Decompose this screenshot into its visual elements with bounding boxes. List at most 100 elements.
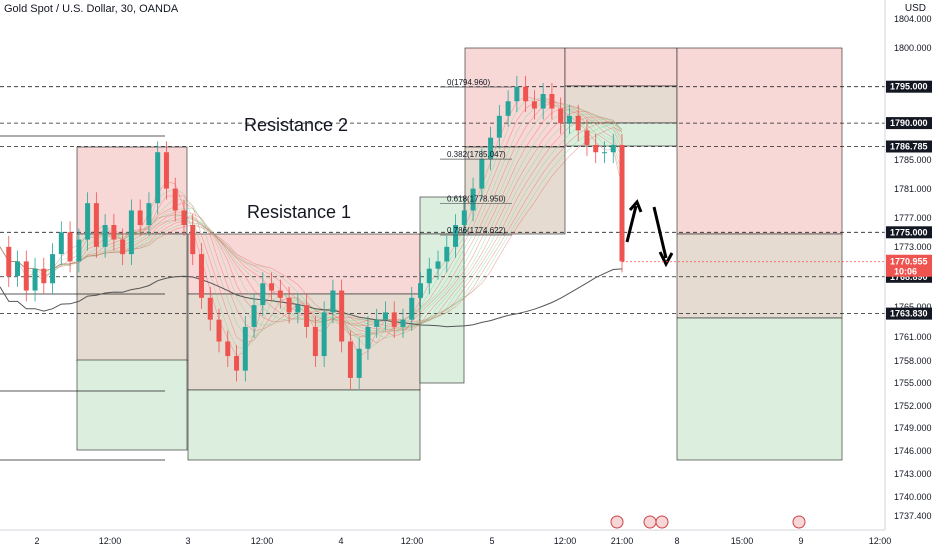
range-box-10	[564, 47, 678, 87]
candle-body	[163, 152, 169, 189]
price-tick-15: 1737.400	[894, 511, 932, 521]
price-tick-9: 1755.000	[894, 378, 932, 388]
candle-body	[619, 144, 625, 262]
candle-body	[391, 312, 397, 327]
candle-body	[461, 210, 467, 226]
price-tick-11: 1749.000	[894, 423, 932, 433]
level-tag-2	[886, 140, 932, 153]
level-tag-text-2: 1786.785	[890, 142, 928, 152]
event-flag-icon-2	[655, 515, 669, 529]
range-box-5	[187, 389, 421, 461]
candle-body	[470, 188, 476, 211]
candle-body	[610, 144, 616, 153]
candle-body	[260, 283, 266, 306]
price-tick-2: 1785.000	[894, 155, 932, 165]
candles	[6, 75, 625, 389]
candle-body	[540, 93, 546, 109]
candle-body	[312, 326, 318, 357]
candle-body	[23, 261, 29, 291]
candle-body	[67, 232, 73, 262]
price-tick-3: 1781.000	[894, 184, 932, 194]
candle-body	[347, 341, 353, 378]
event-flag-icon-1	[643, 515, 657, 529]
candle-body	[531, 101, 537, 109]
range-box-15	[676, 317, 843, 461]
time-tick-12: 12:00	[869, 536, 892, 546]
level-tag-1	[886, 117, 932, 130]
candle-body	[365, 326, 371, 349]
time-tick-2: 3	[185, 536, 190, 546]
candle-body	[85, 203, 91, 240]
up-arrow	[625, 199, 643, 243]
candle-body	[444, 246, 450, 262]
candle-body	[102, 225, 108, 247]
candle-body	[120, 239, 126, 255]
candle-body	[496, 115, 502, 138]
candle-body	[374, 319, 380, 327]
price-tick-4: 1777.000	[894, 213, 932, 223]
candle-body	[339, 290, 345, 342]
candle-body	[514, 86, 520, 102]
candle-body	[304, 305, 310, 327]
time-tick-3: 12:00	[251, 536, 274, 546]
ma-ribbon-line-11	[0, 113, 623, 331]
candle-body	[286, 297, 292, 313]
candle-body	[198, 254, 204, 298]
level-tag-text-3: 1775.000	[890, 227, 928, 237]
candle-body	[128, 210, 134, 255]
candle-body	[295, 305, 301, 313]
chart-title: Gold Spot / U.S. Dollar, 30, OANDA	[4, 3, 179, 15]
ma-ribbon-line-16	[0, 127, 623, 327]
current-price-tag	[886, 254, 932, 277]
candle-body	[172, 188, 178, 211]
candle-body	[523, 86, 529, 102]
price-tick-8: 1758.000	[894, 356, 932, 366]
fib-label-1: 0.382(1785.047)	[447, 150, 506, 159]
candle-body	[382, 312, 388, 320]
candle-body	[146, 203, 152, 226]
candle-body	[76, 239, 82, 262]
down-arrow	[652, 206, 674, 268]
time-axis: 2 12:00 3 12:00 4 12:00 5 12:00 21:00 8 15:00 9 12:0…	[0, 515, 892, 546]
candle-body	[400, 319, 406, 327]
level-tag-0	[886, 80, 932, 93]
candle-body	[549, 93, 555, 109]
candle-body	[321, 312, 327, 357]
level-tag-text-4: 1768.890	[890, 272, 928, 282]
candle-body	[418, 283, 424, 298]
candle-body	[601, 152, 607, 154]
range-boxes	[0, 47, 843, 461]
candle-body	[566, 115, 572, 124]
resistance-1-label: Resistance 1	[247, 202, 352, 222]
candle-body	[137, 210, 143, 226]
price-tick-12: 1746.000	[894, 446, 932, 456]
range-box-14	[676, 233, 843, 319]
level-tag-5	[886, 307, 932, 320]
level-tag-text-0: 1795.000	[890, 82, 928, 92]
range-box-7	[419, 233, 465, 384]
candle-body	[558, 108, 564, 124]
price-tick-5: 1773.000	[894, 242, 932, 252]
candle-body	[93, 203, 99, 247]
candle-body	[234, 356, 240, 371]
candle-body	[479, 159, 485, 189]
candle-body	[6, 246, 12, 276]
time-tick-1: 12:00	[99, 536, 122, 546]
candle-body	[584, 130, 590, 145]
candle-body	[111, 225, 117, 240]
candle-body	[190, 225, 196, 255]
long-moving-average	[0, 268, 623, 328]
candle-body	[453, 225, 459, 247]
fib-label-0: 0(1794.960)	[447, 78, 490, 87]
time-tick-5: 12:00	[401, 536, 424, 546]
time-tick-8: 21:00	[611, 536, 634, 546]
candle-body	[575, 115, 581, 131]
level-tag-3	[886, 226, 932, 239]
time-tick-6: 5	[489, 536, 494, 546]
level-tag-text-5: 1763.830	[890, 309, 928, 319]
candle-body	[225, 341, 231, 357]
candle-body	[155, 152, 161, 204]
price-tick-6: 1765.000	[894, 302, 932, 312]
candle-body	[277, 290, 283, 298]
